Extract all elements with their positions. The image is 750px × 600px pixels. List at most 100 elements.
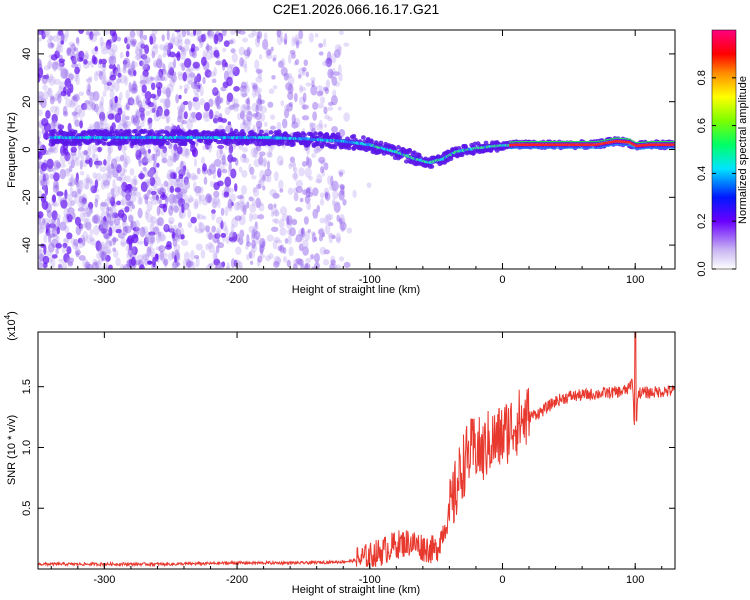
noise-blob: [47, 166, 54, 172]
noise-blob: [116, 78, 122, 83]
noise-blob: [161, 34, 165, 42]
noise-blob: [259, 242, 266, 252]
noise-blob: [74, 53, 79, 58]
noise-blob: [139, 106, 145, 115]
noise-blob: [52, 184, 60, 193]
noise-blob: [125, 50, 130, 58]
noise-blob: [319, 246, 327, 256]
noise-blob: [85, 177, 93, 185]
noise-blob: [149, 167, 157, 175]
noise-blob: [151, 227, 159, 232]
noise-blob: [311, 153, 316, 158]
noise-blob: [211, 225, 216, 233]
noise-blob: [38, 37, 43, 42]
noise-blob: [111, 158, 118, 169]
noise-blob: [239, 57, 244, 67]
noise-blob: [331, 67, 336, 74]
noise-blob: [273, 261, 280, 268]
noise-blob: [246, 46, 251, 58]
noise-blob: [102, 63, 106, 68]
noise-blob: [257, 31, 263, 40]
noise-blob: [279, 59, 284, 65]
noise-blob: [78, 241, 84, 249]
noise-blob: [81, 193, 88, 205]
noise-blob: [186, 58, 192, 67]
noise-blob: [196, 228, 204, 234]
noise-blob: [102, 69, 106, 80]
noise-blob: [131, 204, 136, 210]
noise-blob: [174, 151, 180, 161]
noise-blob: [152, 153, 158, 162]
noise-blob: [346, 227, 353, 234]
noise-blob: [57, 93, 62, 104]
noise-blob: [286, 215, 293, 226]
noise-blob: [220, 220, 224, 230]
noise-blob: [93, 71, 99, 82]
noise-blob: [109, 30, 116, 37]
noise-blob: [267, 101, 274, 108]
noise-blob: [312, 111, 317, 121]
noise-blob: [103, 245, 111, 255]
noise-blob: [184, 148, 190, 159]
noise-blob: [63, 207, 70, 218]
noise-blob: [102, 90, 107, 97]
noise-blob: [194, 198, 199, 209]
noise-blob: [202, 76, 206, 85]
noise-blob: [55, 247, 59, 255]
noise-blob: [248, 196, 254, 202]
noise-blob: [254, 111, 262, 121]
noise-blob: [130, 186, 138, 192]
noise-blob: [293, 192, 299, 202]
noise-blob: [60, 90, 67, 97]
ridge-outer: [290, 140, 296, 146]
noise-blob: [226, 265, 230, 269]
noise-blob: [82, 212, 90, 218]
noise-blob: [131, 245, 136, 255]
noise-blob: [214, 95, 222, 106]
noise-blob: [62, 148, 69, 156]
noise-blob: [313, 147, 321, 154]
noise-blob: [84, 53, 90, 60]
noise-blob: [176, 153, 181, 159]
noise-blob: [114, 113, 122, 123]
noise-blob: [177, 145, 183, 155]
noise-blob: [260, 105, 267, 114]
noise-blob: [214, 265, 218, 269]
noise-blob: [262, 185, 266, 191]
snr-scale-label: (x104): [3, 311, 18, 341]
noise-blob: [284, 238, 289, 244]
noise-blob: [52, 167, 57, 174]
noise-blob: [189, 172, 197, 181]
noise-blob: [100, 95, 104, 106]
ridge-outer: [313, 131, 319, 136]
noise-blob: [217, 165, 225, 173]
noise-blob: [305, 263, 311, 269]
noise-blob: [294, 34, 299, 44]
noise-blob: [339, 184, 345, 190]
noise-blob: [194, 225, 198, 233]
noise-blob: [245, 98, 250, 105]
noise-blob: [53, 123, 58, 130]
noise-blob: [117, 185, 125, 196]
noise-blob: [73, 238, 79, 247]
noise-blob: [55, 243, 62, 249]
noise-blob: [337, 169, 345, 175]
noise-blob: [252, 225, 259, 231]
noise-blob: [331, 235, 336, 240]
noise-blob: [87, 100, 94, 107]
noise-blob: [84, 218, 88, 227]
noise-blob: [93, 121, 100, 131]
noise-blob: [132, 179, 139, 186]
noise-blob: [68, 41, 75, 47]
snr-xtick-label: -200: [226, 574, 248, 586]
noise-blob: [182, 199, 187, 208]
noise-blob: [88, 91, 95, 101]
noise-blob: [59, 221, 67, 231]
noise-blob: [162, 53, 167, 58]
noise-blob: [230, 64, 237, 72]
noise-blob: [366, 182, 372, 188]
noise-blob: [44, 177, 50, 187]
noise-blob: [139, 148, 147, 155]
noise-blob: [159, 234, 167, 242]
noise-blob: [62, 68, 69, 79]
